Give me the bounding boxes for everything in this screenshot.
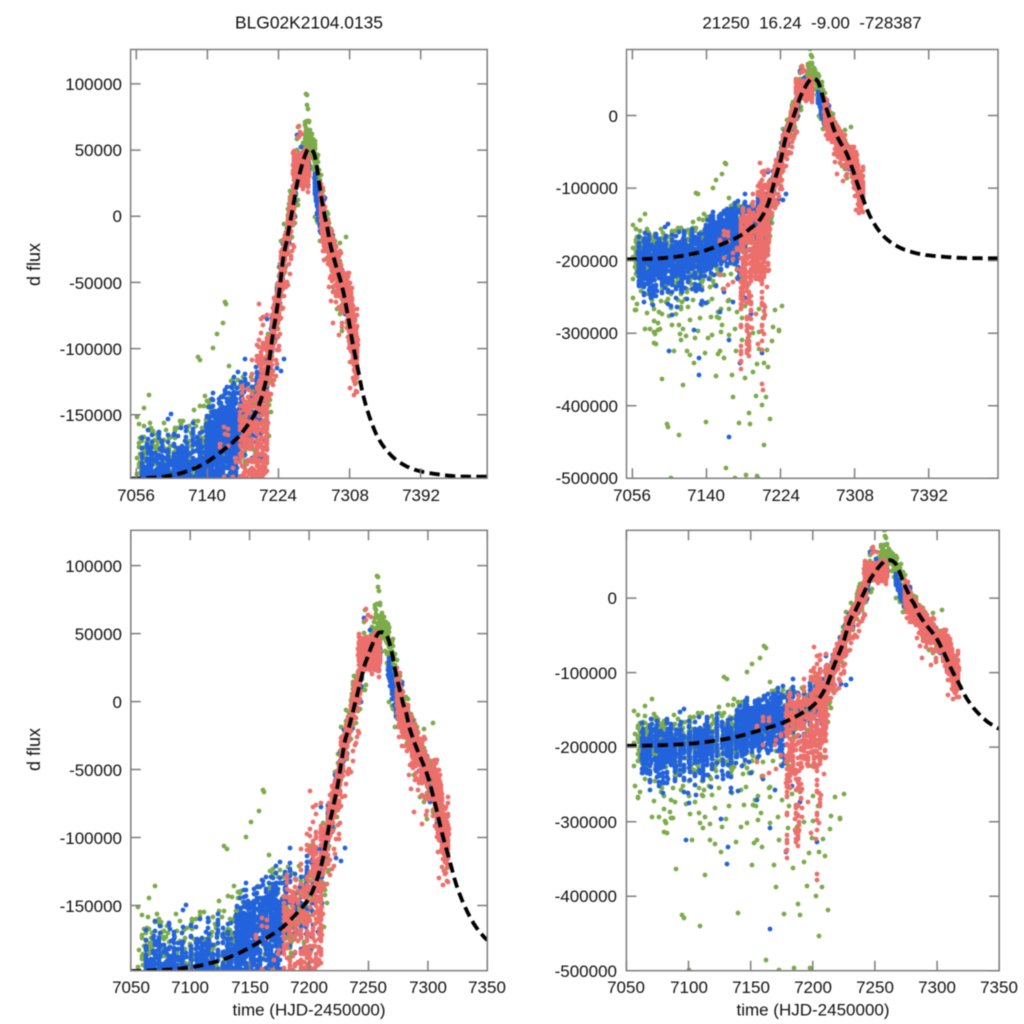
svg-text:-200000: -200000	[556, 252, 618, 271]
svg-text:time (HJD-2450000): time (HJD-2450000)	[232, 1001, 385, 1020]
svg-text:-200000: -200000	[555, 738, 617, 757]
svg-text:-100000: -100000	[555, 664, 617, 683]
svg-text:-500000: -500000	[556, 469, 618, 488]
svg-text:7150: 7150	[231, 978, 269, 997]
svg-text:7250: 7250	[856, 978, 894, 997]
svg-text:0: 0	[113, 693, 122, 712]
svg-text:7056: 7056	[613, 486, 651, 505]
svg-text:-300000: -300000	[556, 324, 618, 343]
svg-text:7308: 7308	[836, 486, 874, 505]
svg-text:-400000: -400000	[555, 887, 617, 906]
svg-text:-300000: -300000	[555, 813, 617, 832]
svg-text:-100000: -100000	[60, 340, 122, 359]
svg-text:7308: 7308	[331, 486, 369, 505]
svg-text:100000: 100000	[65, 557, 122, 576]
svg-text:50000: 50000	[75, 625, 122, 644]
svg-text:7350: 7350	[468, 978, 506, 997]
svg-text:-150000: -150000	[60, 406, 122, 425]
svg-text:7392: 7392	[402, 486, 440, 505]
svg-text:-400000: -400000	[556, 397, 618, 416]
svg-text:7350: 7350	[980, 978, 1018, 997]
svg-text:7050: 7050	[112, 978, 150, 997]
svg-text:-50000: -50000	[69, 761, 122, 780]
svg-text:-500000: -500000	[555, 962, 617, 981]
svg-text:time (HJD-2450000): time (HJD-2450000)	[736, 1001, 889, 1020]
svg-text:7300: 7300	[409, 978, 447, 997]
svg-text:7140: 7140	[188, 486, 226, 505]
svg-text:7150: 7150	[732, 978, 770, 997]
svg-text:7056: 7056	[117, 486, 155, 505]
svg-text:7300: 7300	[918, 978, 956, 997]
svg-text:d flux: d flux	[24, 728, 44, 771]
svg-text:7140: 7140	[687, 486, 725, 505]
svg-text:7224: 7224	[762, 486, 800, 505]
svg-text:0: 0	[609, 107, 618, 126]
svg-text:7200: 7200	[794, 978, 832, 997]
svg-text:7200: 7200	[290, 978, 328, 997]
svg-text:-50000: -50000	[69, 274, 122, 293]
svg-text:7100: 7100	[670, 978, 708, 997]
svg-text:-150000: -150000	[60, 897, 122, 916]
svg-text:7224: 7224	[259, 486, 297, 505]
svg-text:7100: 7100	[171, 978, 209, 997]
svg-text:0: 0	[113, 207, 122, 226]
svg-text:7250: 7250	[349, 978, 387, 997]
svg-text:0: 0	[608, 589, 617, 608]
svg-text:7050: 7050	[607, 978, 645, 997]
svg-text:-100000: -100000	[60, 829, 122, 848]
svg-text:100000: 100000	[65, 75, 122, 94]
svg-text:BLG02K2104.0135: BLG02K2104.0135	[235, 13, 383, 33]
svg-text:7392: 7392	[910, 486, 948, 505]
svg-text:50000: 50000	[75, 141, 122, 160]
svg-text:21250 16.24 -9.00 -728387: 21250 16.24 -9.00 -728387	[702, 14, 921, 33]
svg-text:-100000: -100000	[556, 179, 618, 198]
svg-text:d flux: d flux	[24, 243, 44, 286]
